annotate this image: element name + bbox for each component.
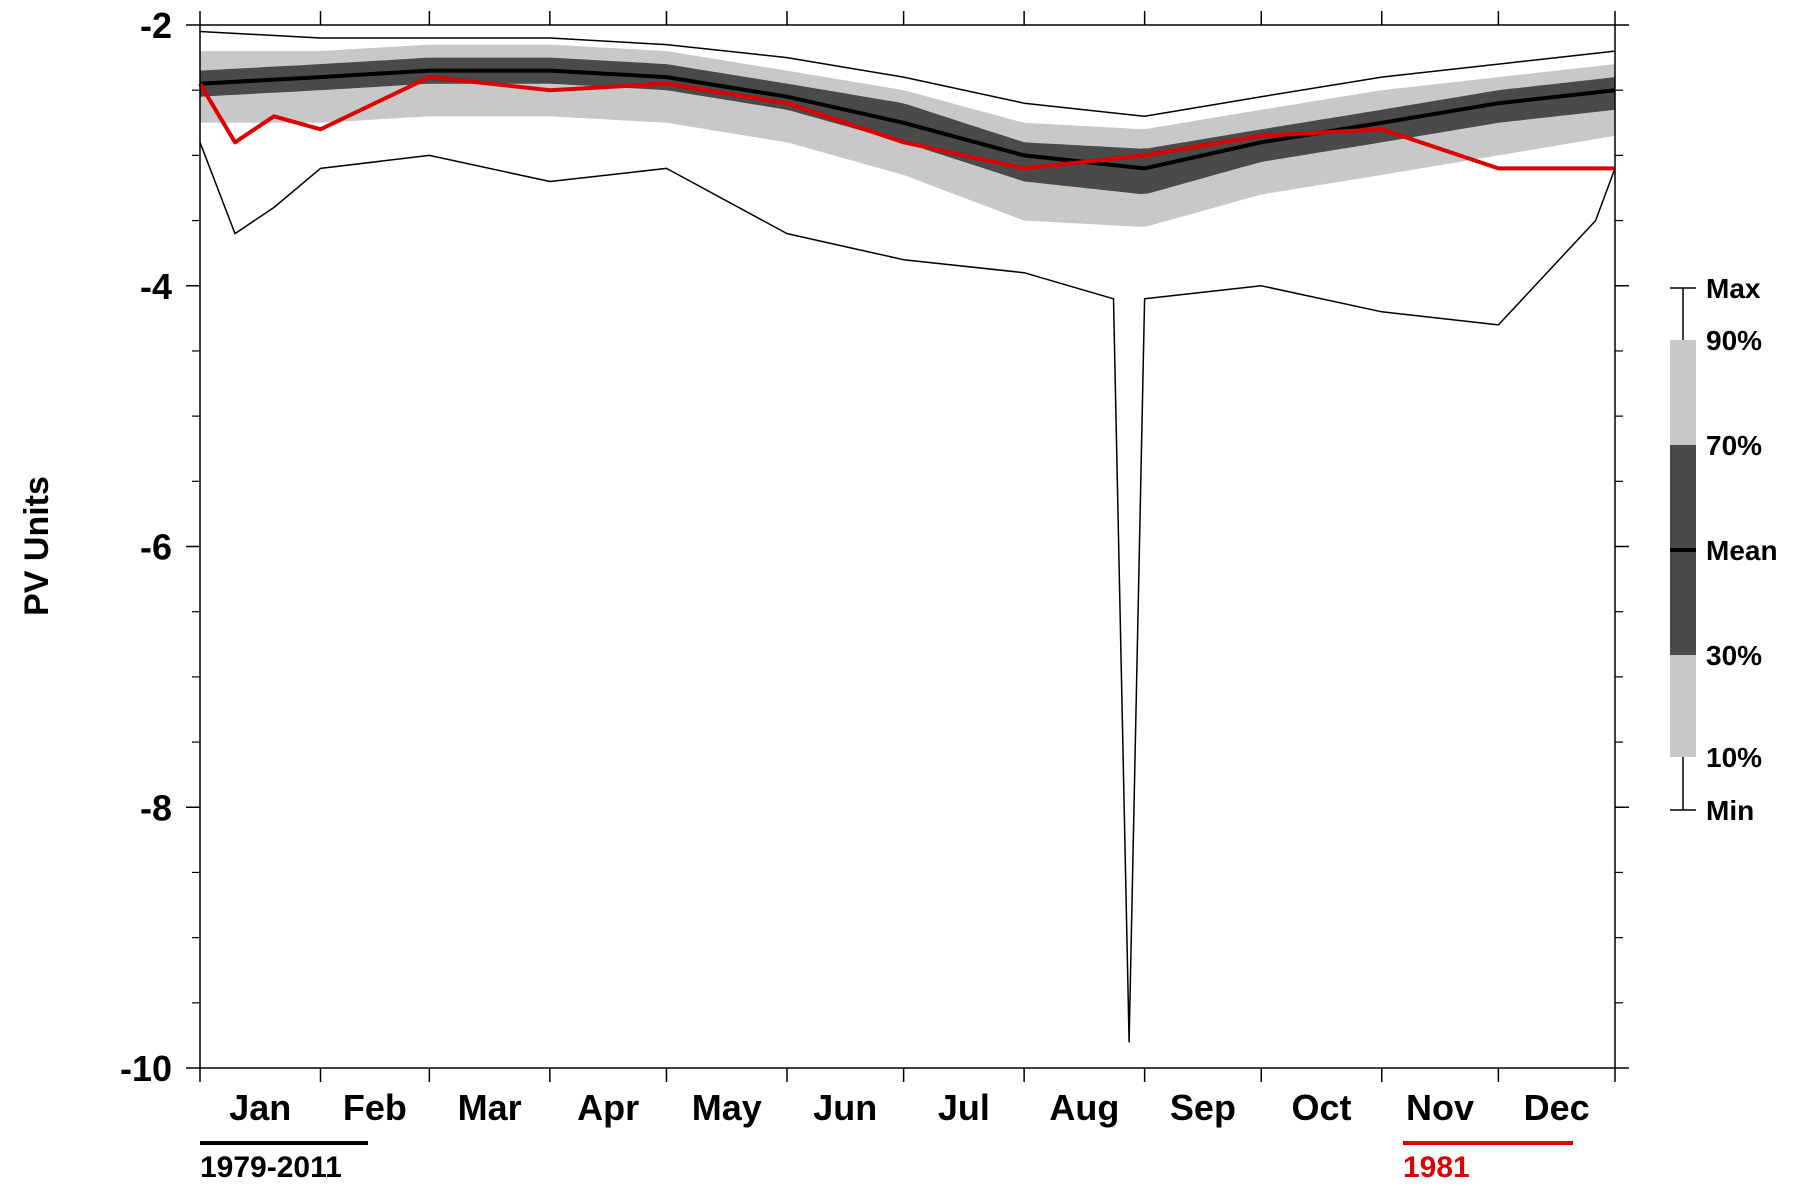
x-tick-label: Jul	[938, 1087, 990, 1128]
x-tick-label: Mar	[458, 1087, 522, 1128]
legend-label: 30%	[1706, 640, 1762, 671]
x-tick-label: Aug	[1049, 1087, 1119, 1128]
x-tick-label: May	[692, 1087, 762, 1128]
y-tick-label: -6	[140, 527, 172, 568]
x-tick-label: Feb	[343, 1087, 407, 1128]
legend-label: Mean	[1706, 535, 1778, 566]
legend-label: 90%	[1706, 325, 1762, 356]
x-tick-label: Apr	[577, 1087, 639, 1128]
x-tick-label: Nov	[1406, 1087, 1474, 1128]
legend-label: Min	[1706, 795, 1754, 826]
y-tick-label: -10	[120, 1048, 172, 1089]
y-tick-label: -8	[140, 787, 172, 828]
x-tick-label: Jan	[229, 1087, 291, 1128]
x-tick-label: Dec	[1524, 1087, 1590, 1128]
plot-frame	[199, 24, 1616, 1069]
series-line-min	[199, 142, 1616, 1043]
legend-label: 10%	[1706, 742, 1762, 773]
year-label: 1981	[1403, 1151, 1470, 1181]
series-lines	[198, 30, 1616, 1043]
legend-label: Max	[1706, 273, 1761, 304]
legend: Max 90% 70% Mean 30% 10% Min	[1670, 273, 1778, 826]
y-tick-label: -2	[140, 5, 172, 46]
axes: -2 -4 -6 -8 -10 Jan Feb Mar Apr May Jun Jul Aug Sep Oc…	[120, 5, 1629, 1128]
series-line-mean	[199, 68, 1616, 171]
y-axis-label: PV Units	[18, 476, 56, 616]
series-line-1981	[198, 75, 1615, 171]
legend-label: 70%	[1706, 430, 1762, 461]
legend-outer-band-bottom	[1670, 655, 1696, 757]
climatology-label: 1979-2011	[200, 1151, 342, 1181]
legend-outer-band-top	[1670, 340, 1696, 445]
x-tick-label: Jun	[813, 1087, 877, 1128]
x-tick-label: Sep	[1170, 1087, 1236, 1128]
x-tick-label: Oct	[1291, 1087, 1351, 1128]
series-line-max	[199, 30, 1616, 118]
footer-labels: 1979-2011 1981	[200, 1141, 1573, 1184]
y-tick-label: -4	[140, 266, 172, 307]
